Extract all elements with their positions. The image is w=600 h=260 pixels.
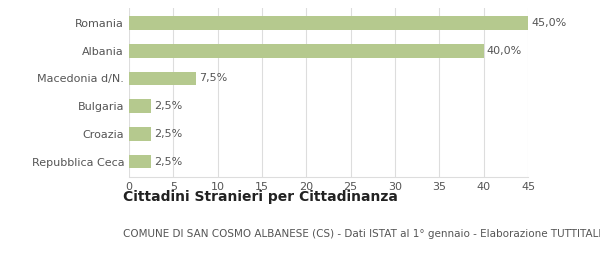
Text: 40,0%: 40,0%	[487, 46, 522, 56]
Text: 2,5%: 2,5%	[154, 101, 182, 111]
Text: COMUNE DI SAN COSMO ALBANESE (CS) - Dati ISTAT al 1° gennaio - Elaborazione TUTT: COMUNE DI SAN COSMO ALBANESE (CS) - Dati…	[123, 229, 600, 239]
Bar	[129, 127, 151, 141]
Text: 2,5%: 2,5%	[154, 157, 182, 167]
Bar	[129, 155, 151, 168]
Text: 7,5%: 7,5%	[199, 73, 227, 83]
Bar	[129, 16, 528, 30]
Bar	[129, 99, 151, 113]
Text: 45,0%: 45,0%	[531, 18, 566, 28]
Text: Cittadini Stranieri per Cittadinanza: Cittadini Stranieri per Cittadinanza	[123, 190, 398, 204]
Bar	[129, 72, 196, 85]
Bar	[129, 44, 484, 58]
Text: 2,5%: 2,5%	[154, 129, 182, 139]
